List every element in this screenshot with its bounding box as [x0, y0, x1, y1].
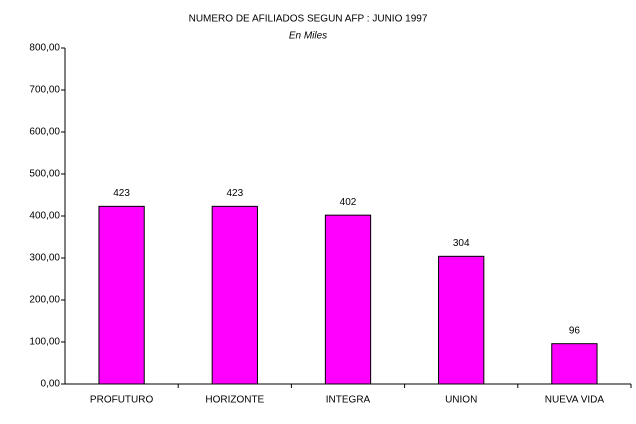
bar	[551, 343, 598, 385]
x-tick-label: NUEVA VIDA	[545, 395, 605, 406]
y-tick-label: 600,00	[29, 127, 60, 138]
x-tick-label: PROFUTURO	[90, 395, 154, 406]
x-tick-label: INTEGRA	[326, 395, 371, 406]
y-tick-label: 500,00	[29, 169, 60, 180]
bar	[438, 255, 485, 385]
data-label: 304	[453, 238, 470, 249]
x-tick-label: HORIZONTE	[205, 395, 264, 406]
y-tick-label: 0,00	[41, 379, 61, 390]
data-label: 96	[569, 325, 581, 336]
y-tick-label: 400,00	[29, 211, 60, 222]
y-tick-label: 700,00	[29, 85, 60, 96]
y-tick-label: 100,00	[29, 337, 60, 348]
y-tick-label: 200,00	[29, 295, 60, 306]
chart-title: NUMERO DE AFILIADOS SEGUN AFP : JUNIO 19…	[189, 14, 428, 25]
data-label: 423	[226, 188, 243, 199]
data-label: 423	[113, 188, 130, 199]
x-tick-label: UNION	[445, 395, 477, 406]
y-tick-label: 300,00	[29, 253, 60, 264]
y-tick-label: 800,00	[29, 43, 60, 54]
bar	[211, 205, 258, 385]
data-label: 402	[340, 197, 357, 208]
bar	[324, 214, 372, 385]
bar	[98, 205, 145, 385]
chart-subtitle: En Miles	[289, 31, 327, 42]
